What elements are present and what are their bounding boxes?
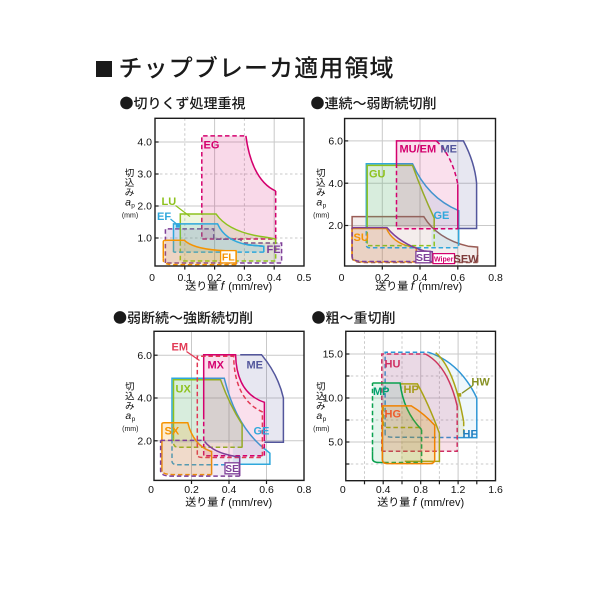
svg-text:0: 0	[340, 484, 346, 496]
svg-text:4.0: 4.0	[137, 137, 152, 149]
svg-text:p: p	[132, 416, 136, 423]
svg-text:FL: FL	[222, 252, 235, 264]
svg-text:(mm/rev): (mm/rev)	[418, 281, 462, 293]
svg-text:0.5: 0.5	[297, 272, 312, 284]
svg-text:p: p	[323, 202, 327, 209]
svg-text:p: p	[323, 416, 327, 423]
svg-text:SE: SE	[225, 464, 239, 475]
svg-text:EM: EM	[172, 342, 189, 354]
svg-text:0.8: 0.8	[297, 484, 312, 496]
svg-text:GU: GU	[369, 169, 386, 181]
svg-text:HG: HG	[385, 409, 402, 421]
svg-text:HF: HF	[463, 429, 478, 441]
svg-text:0.6: 0.6	[259, 484, 274, 496]
svg-text:0.4: 0.4	[413, 272, 428, 284]
svg-text:ME: ME	[247, 360, 264, 372]
svg-text:1.6: 1.6	[488, 484, 503, 496]
svg-text:6.0: 6.0	[137, 350, 152, 362]
svg-text:10.0: 10.0	[323, 393, 344, 405]
svg-text:f: f	[413, 495, 418, 509]
svg-text:0.4: 0.4	[267, 272, 282, 284]
svg-text:LU: LU	[162, 196, 177, 208]
svg-text:EF: EF	[157, 211, 171, 223]
svg-text:6.0: 6.0	[328, 136, 343, 148]
svg-text:0.3: 0.3	[237, 272, 252, 284]
svg-text:HU: HU	[385, 359, 401, 371]
svg-text:f: f	[221, 279, 226, 293]
svg-text:(mm): (mm)	[313, 212, 329, 219]
svg-text:MU/EM: MU/EM	[400, 144, 437, 156]
svg-text:2.0: 2.0	[137, 201, 152, 213]
svg-text:1.2: 1.2	[451, 484, 466, 496]
svg-text:UX: UX	[176, 384, 192, 396]
svg-text:HP: HP	[404, 384, 419, 396]
svg-text:(mm/rev): (mm/rev)	[420, 497, 464, 509]
svg-text:EG: EG	[204, 140, 220, 152]
svg-text:4.0: 4.0	[137, 393, 152, 405]
svg-text:0.8: 0.8	[488, 272, 503, 284]
svg-text:2.0: 2.0	[137, 436, 152, 448]
svg-text:SX: SX	[165, 426, 180, 438]
svg-text:a: a	[125, 196, 131, 208]
svg-text:a: a	[125, 410, 131, 422]
svg-text:0.2: 0.2	[184, 484, 199, 496]
svg-text:0.2: 0.2	[375, 272, 390, 284]
svg-text:(mm/rev): (mm/rev)	[228, 281, 272, 293]
svg-text:4.0: 4.0	[328, 178, 343, 190]
svg-text:HW: HW	[471, 376, 490, 388]
svg-text:5.0: 5.0	[328, 437, 343, 449]
svg-text:SU: SU	[354, 232, 369, 244]
svg-text:0: 0	[339, 272, 345, 284]
svg-text:SE: SE	[416, 252, 430, 264]
svg-text:0.1: 0.1	[177, 272, 192, 284]
svg-text:f: f	[221, 495, 226, 509]
svg-text:SEW: SEW	[454, 254, 480, 266]
svg-text:ME: ME	[441, 144, 458, 156]
svg-text:0.8: 0.8	[413, 484, 428, 496]
svg-text:f: f	[411, 279, 416, 293]
svg-text:0.6: 0.6	[450, 272, 465, 284]
svg-text:1.0: 1.0	[137, 233, 152, 245]
svg-text:0: 0	[148, 484, 154, 496]
svg-text:15.0: 15.0	[323, 349, 344, 361]
svg-text:FE: FE	[267, 244, 281, 256]
svg-text:a: a	[316, 196, 322, 208]
svg-text:3.0: 3.0	[137, 169, 152, 181]
svg-text:MP: MP	[373, 386, 390, 398]
svg-text:a: a	[316, 410, 322, 422]
svg-text:p: p	[131, 202, 135, 209]
svg-text:0: 0	[149, 272, 155, 284]
svg-text:GE: GE	[434, 210, 450, 222]
svg-text:0.4: 0.4	[222, 484, 237, 496]
svg-text:(mm): (mm)	[313, 426, 329, 433]
svg-text:0.4: 0.4	[376, 484, 391, 496]
svg-text:(mm): (mm)	[122, 426, 138, 433]
svg-text:GE: GE	[254, 426, 270, 438]
svg-text:MX: MX	[208, 360, 225, 372]
svg-text:Wiper: Wiper	[434, 256, 454, 263]
svg-text:2.0: 2.0	[328, 220, 343, 232]
svg-text:(mm): (mm)	[122, 212, 138, 219]
svg-text:(mm/rev): (mm/rev)	[228, 497, 272, 509]
